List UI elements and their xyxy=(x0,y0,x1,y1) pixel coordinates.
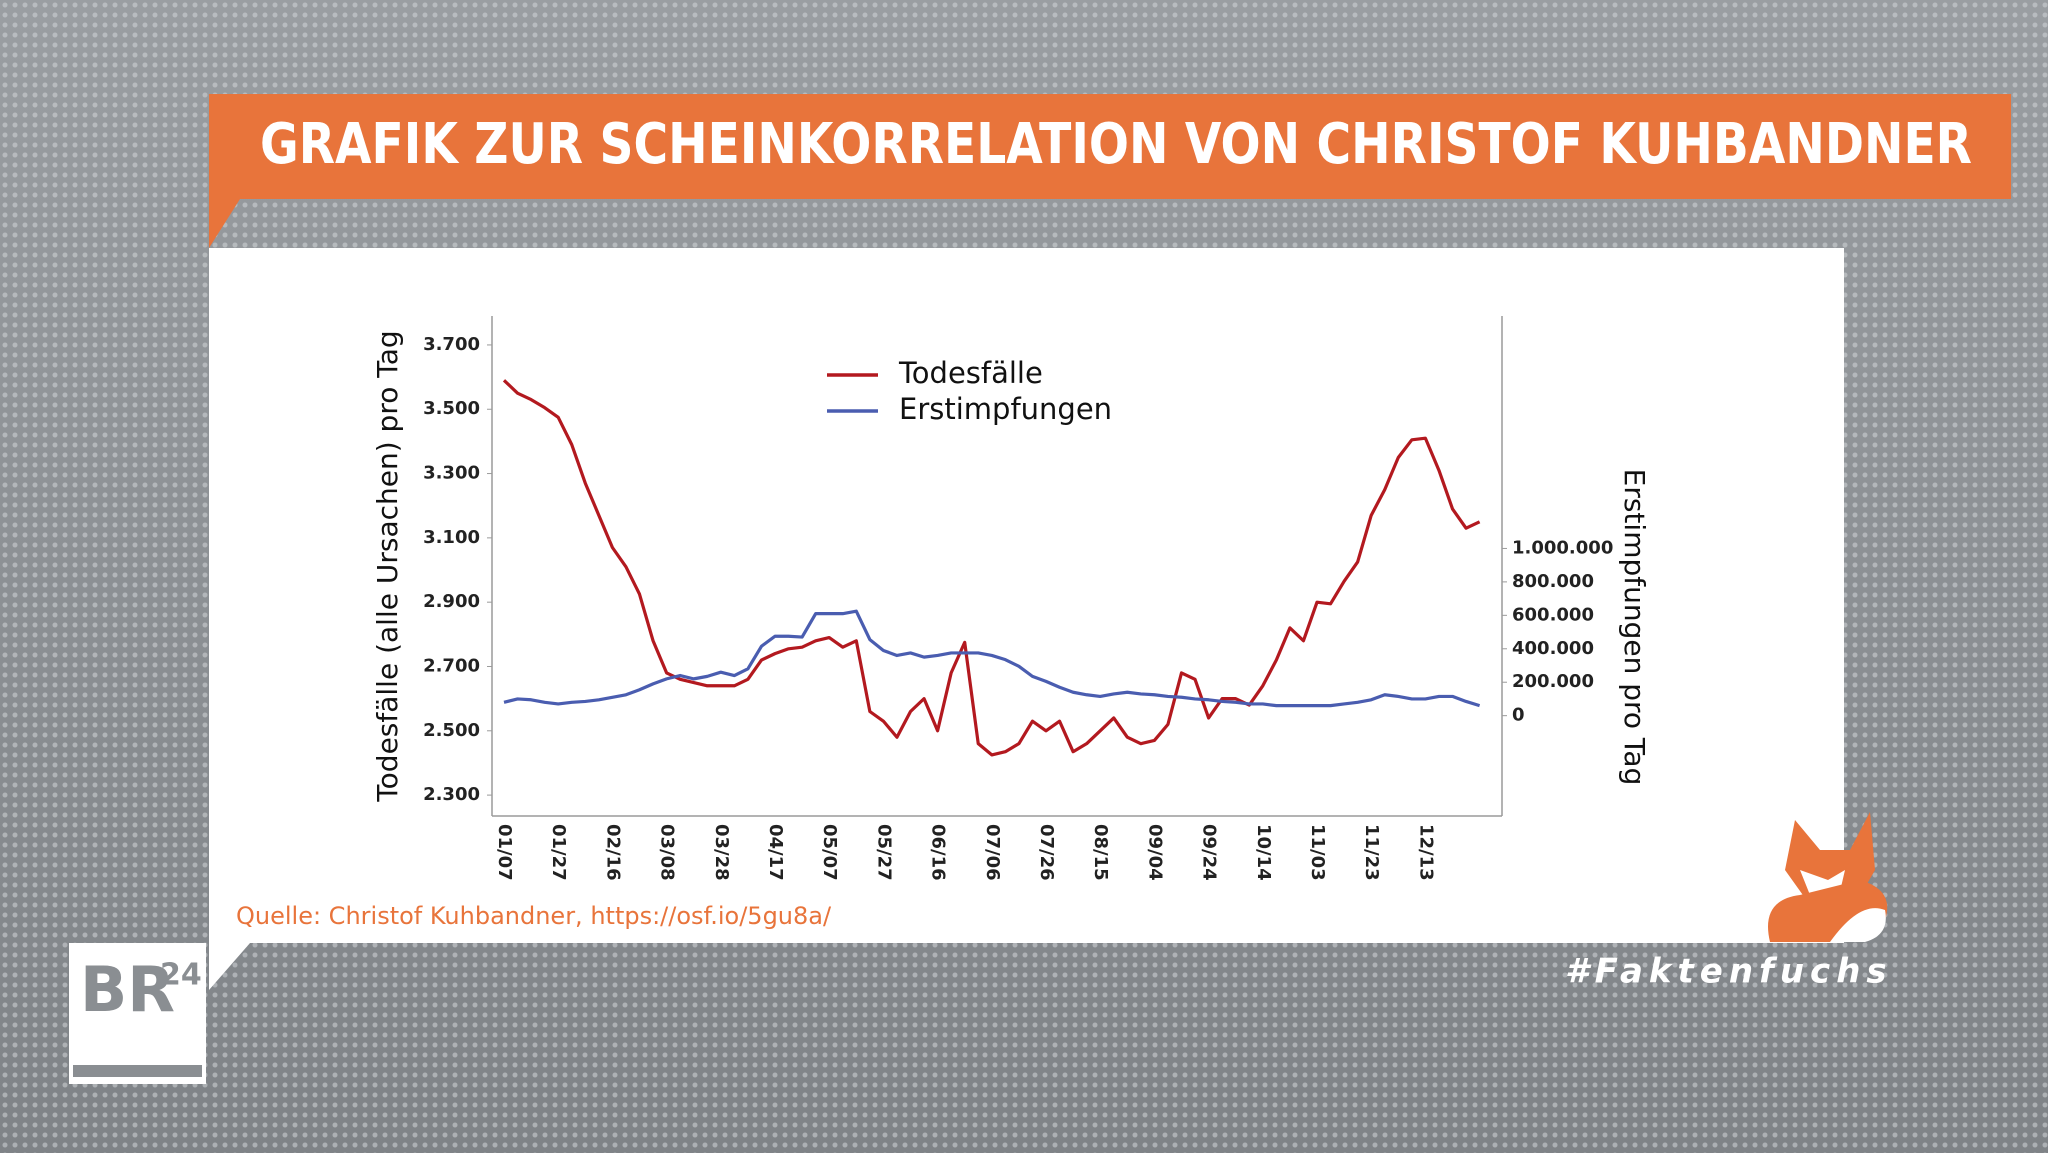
logo-bar xyxy=(73,1065,202,1077)
x-tick-label: 01/27 xyxy=(548,824,569,881)
y-tick-label: 3.500 xyxy=(423,398,480,419)
x-tick-label: 02/16 xyxy=(602,824,623,881)
x-tick-label: 11/23 xyxy=(1361,824,1382,881)
x-tick-label: 01/07 xyxy=(494,824,515,881)
x-tick-label: 10/14 xyxy=(1253,824,1274,881)
fox-icon xyxy=(1768,812,1888,942)
y-tick-label: 2.700 xyxy=(423,655,480,676)
x-tick-label: 03/28 xyxy=(711,824,732,881)
hashtag: #Faktenfuchs xyxy=(1565,952,1893,992)
y2-axis-title: Erstimpfungen pro Tag xyxy=(1618,469,1651,786)
source-note: Quelle: Christof Kuhbandner, https://osf… xyxy=(236,902,832,930)
x-tick-label: 04/17 xyxy=(765,824,786,881)
chart: 2.300 2.500 2.700 2.900 3.100 3.300 3.500 3.700… xyxy=(371,316,1651,881)
logo-box xyxy=(69,943,206,1084)
x-tick-label: 05/07 xyxy=(819,824,840,881)
logo-brand: BR xyxy=(80,953,175,1026)
y-tick-label: 3.300 xyxy=(423,463,480,484)
series-line xyxy=(502,379,1481,757)
y-tick-label: 3.700 xyxy=(423,334,480,355)
legend-label: Erstimpfungen xyxy=(899,392,1112,426)
y-tick-label: 2.900 xyxy=(423,591,480,612)
x-tick-label: 03/08 xyxy=(657,824,678,881)
x-tick-label: 12/13 xyxy=(1415,824,1436,881)
y2-tick-label: 1.000.000 xyxy=(1512,537,1613,558)
x-tick-label: 06/16 xyxy=(928,824,949,881)
y-axis-title: Todesfälle (alle Ursachen) pro Tag xyxy=(371,330,404,802)
panel xyxy=(209,248,1844,990)
y2-tick-label: 600.000 xyxy=(1512,604,1594,625)
y2-tick-label: 200.000 xyxy=(1512,671,1594,692)
series-line xyxy=(503,609,1481,708)
legend-label: Todesfälle xyxy=(898,356,1043,390)
x-tick-label: 07/26 xyxy=(1036,824,1057,881)
x-tick-label: 09/24 xyxy=(1199,824,1220,881)
x-tick-label: 07/06 xyxy=(982,824,1003,881)
y-tick-label: 3.100 xyxy=(423,527,480,548)
y2-tick-label: 800.000 xyxy=(1512,571,1594,592)
x-tick-label: 08/15 xyxy=(1090,824,1111,881)
y-tick-label: 2.500 xyxy=(423,720,480,741)
x-tick-label: 11/03 xyxy=(1307,824,1328,881)
logo-number: 24 xyxy=(160,958,202,993)
y2-tick-label: 400.000 xyxy=(1512,638,1594,659)
y-tick-label: 2.300 xyxy=(423,784,480,805)
y2-tick-label: 0 xyxy=(1512,705,1525,726)
x-tick-label: 05/27 xyxy=(873,824,894,881)
banner-title: GRAFIK ZUR SCHEINKORRELATION VON CHRISTO… xyxy=(260,112,1972,177)
banner xyxy=(209,94,2011,248)
x-tick-label: 09/04 xyxy=(1144,824,1165,881)
